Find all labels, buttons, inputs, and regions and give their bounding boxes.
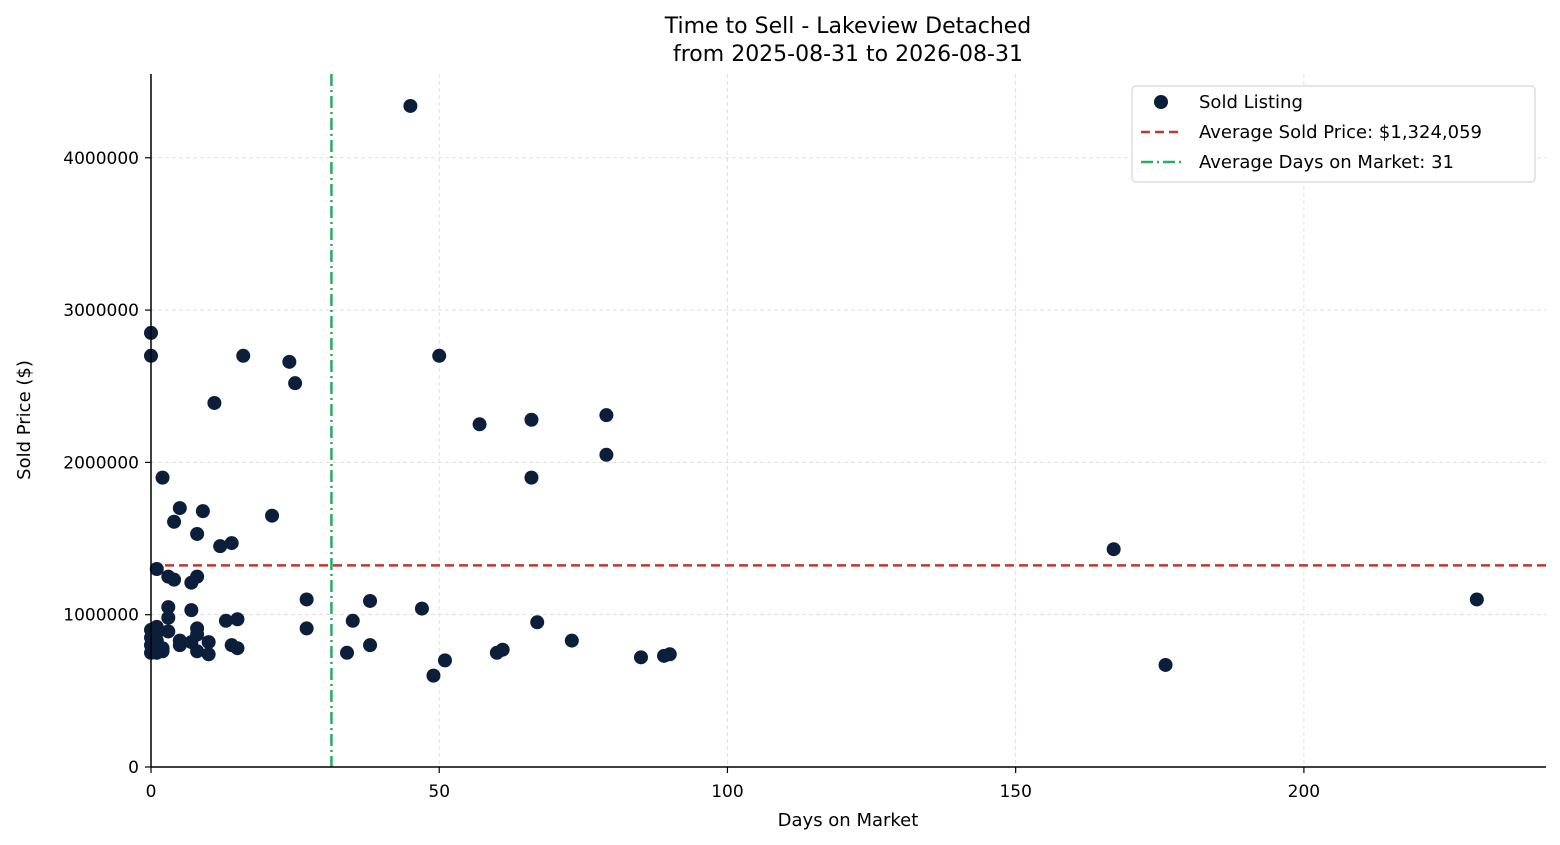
data-point (155, 644, 170, 659)
data-point (161, 624, 176, 639)
data-point (432, 348, 447, 363)
x-tick-label: 50 (428, 782, 450, 802)
x-tick-label: 150 (999, 782, 1031, 802)
data-point (1106, 542, 1121, 557)
data-point (633, 650, 648, 665)
data-point (662, 647, 677, 662)
data-point (190, 526, 205, 541)
data-point (167, 572, 182, 587)
data-point (167, 514, 182, 529)
data-point (195, 504, 210, 519)
data-point (218, 613, 233, 628)
data-point (299, 621, 314, 636)
data-point (530, 615, 545, 630)
y-tick-label: 1000000 (63, 606, 139, 626)
data-point (172, 501, 187, 516)
data-point (230, 641, 245, 656)
y-axis-label: Sold Price ($) (14, 360, 35, 480)
legend-label-sold-listing: Sold Listing (1199, 92, 1303, 113)
data-point (524, 412, 539, 427)
y-tick-label: 0 (128, 758, 139, 778)
data-point (363, 593, 378, 608)
data-point (472, 417, 487, 432)
reference-lines (151, 74, 1546, 767)
y-tick-label: 2000000 (63, 453, 139, 473)
data-point (1158, 657, 1173, 672)
data-points (144, 98, 1484, 683)
data-point (437, 653, 452, 668)
x-tick-label: 100 (711, 782, 743, 802)
data-point (1469, 592, 1484, 607)
data-point (190, 627, 205, 642)
data-point (288, 376, 303, 391)
data-point (236, 348, 251, 363)
data-point (403, 98, 418, 113)
data-point (339, 645, 354, 660)
data-point (524, 470, 539, 485)
data-point (201, 635, 216, 650)
legend-box (1131, 85, 1536, 183)
data-point (224, 536, 239, 551)
data-point (414, 601, 429, 616)
data-point (155, 470, 170, 485)
data-point (190, 569, 205, 584)
data-point (149, 562, 164, 576)
y-tick-label: 3000000 (63, 301, 139, 321)
data-point (201, 647, 216, 662)
data-point (599, 447, 614, 462)
chart-title: Time to Sell - Lakeview Detached (664, 14, 1032, 39)
data-point (172, 638, 187, 653)
x-tick-label: 200 (1288, 782, 1320, 802)
data-point (282, 354, 297, 369)
data-point (190, 644, 205, 659)
axis-ticks: 0 50 100 150 200 0 1000000 2000000 3000000 400000… (63, 149, 1320, 802)
data-point (564, 633, 579, 648)
data-point (161, 610, 176, 625)
data-point (363, 638, 378, 653)
data-point (213, 539, 228, 554)
data-point (230, 612, 245, 627)
data-point (161, 600, 176, 615)
legend-marker-sold-listing (1154, 95, 1168, 109)
data-point (599, 408, 614, 423)
data-point (299, 592, 314, 607)
data-point (265, 508, 280, 523)
legend-label-avg-price: Average Sold Price: $1,324,059 (1199, 122, 1482, 143)
data-point (184, 603, 199, 618)
data-point (207, 395, 222, 410)
y-tick-label: 4000000 (63, 149, 139, 169)
legend: Sold Listing Average Sold Price: $1,324,… (1131, 85, 1536, 183)
data-point (426, 668, 441, 683)
data-point (495, 642, 510, 657)
chart-subtitle: from 2025-08-31 to 2026-08-31 (673, 42, 1023, 67)
data-point (345, 613, 360, 628)
x-axis-label: Days on Market (778, 810, 919, 831)
legend-label-avg-days: Average Days on Market: 31 (1199, 152, 1454, 173)
x-tick-label: 0 (146, 782, 157, 802)
